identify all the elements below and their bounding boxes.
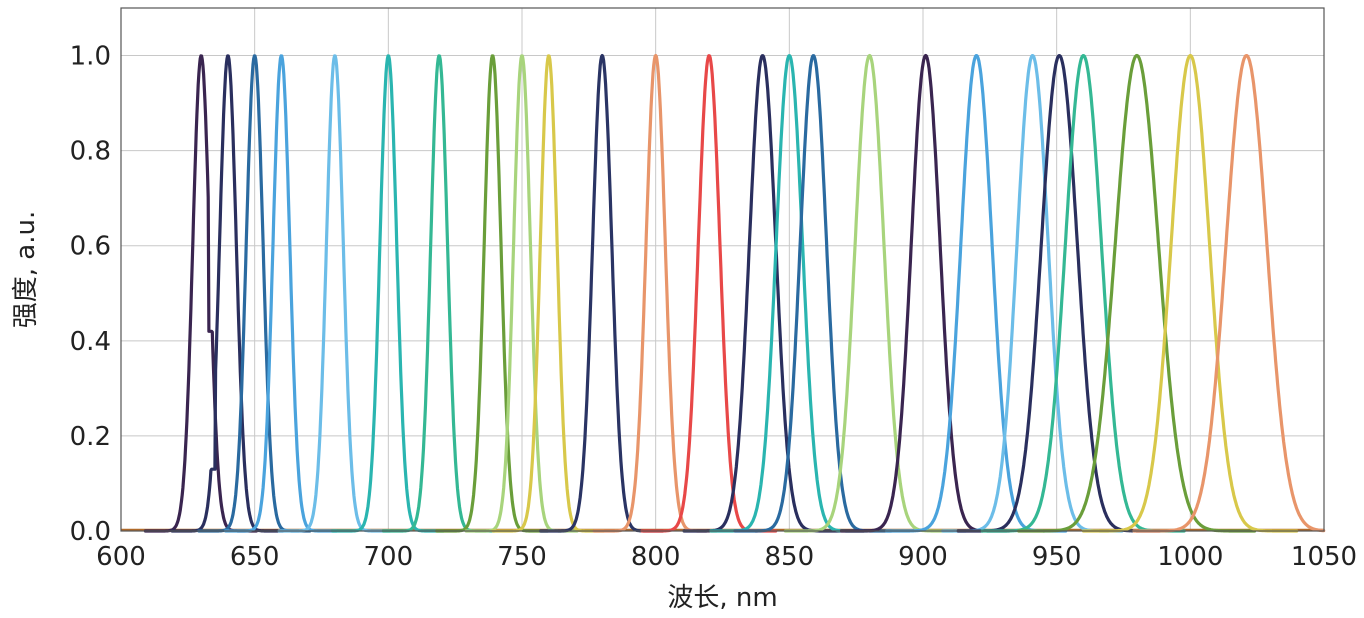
x-axis-label: 波长, nm — [667, 583, 777, 613]
x-tick-label: 650 — [230, 542, 280, 572]
x-tick-label: 1050 — [1291, 542, 1357, 572]
spectrum-curve — [783, 53, 955, 533]
y-axis-ticks: 0.0 0.2 0.4 0.6 0.8 1.0 — [70, 42, 111, 547]
plot-frame — [120, 7, 1325, 532]
spectrum-curve — [733, 54, 893, 533]
x-tick-label: 1000 — [1157, 542, 1223, 572]
y-tick-label: 0.8 — [70, 137, 111, 167]
y-tick-label: 1.0 — [70, 42, 111, 72]
x-tick-label: 800 — [631, 542, 681, 572]
spectrum-curve — [1017, 53, 1257, 533]
x-tick-label: 900 — [898, 542, 948, 572]
spectrum-curve — [956, 53, 1162, 533]
y-tick-label: 0.4 — [70, 327, 111, 357]
y-tick-label: 0.0 — [70, 517, 111, 547]
x-tick-label: 600 — [96, 542, 146, 572]
x-tick-label: 950 — [1032, 542, 1082, 572]
x-tick-label: 700 — [364, 542, 414, 572]
y-tick-label: 0.6 — [70, 232, 111, 262]
x-tick-label: 850 — [765, 542, 815, 572]
curves — [121, 53, 1326, 533]
y-axis-label: 强度, a.u. — [11, 211, 41, 328]
y-tick-label: 0.2 — [70, 422, 111, 452]
x-tick-label: 750 — [497, 542, 547, 572]
x-axis-ticks: 600 650 700 750 800 850 900 950 1000 1050 — [96, 542, 1357, 572]
